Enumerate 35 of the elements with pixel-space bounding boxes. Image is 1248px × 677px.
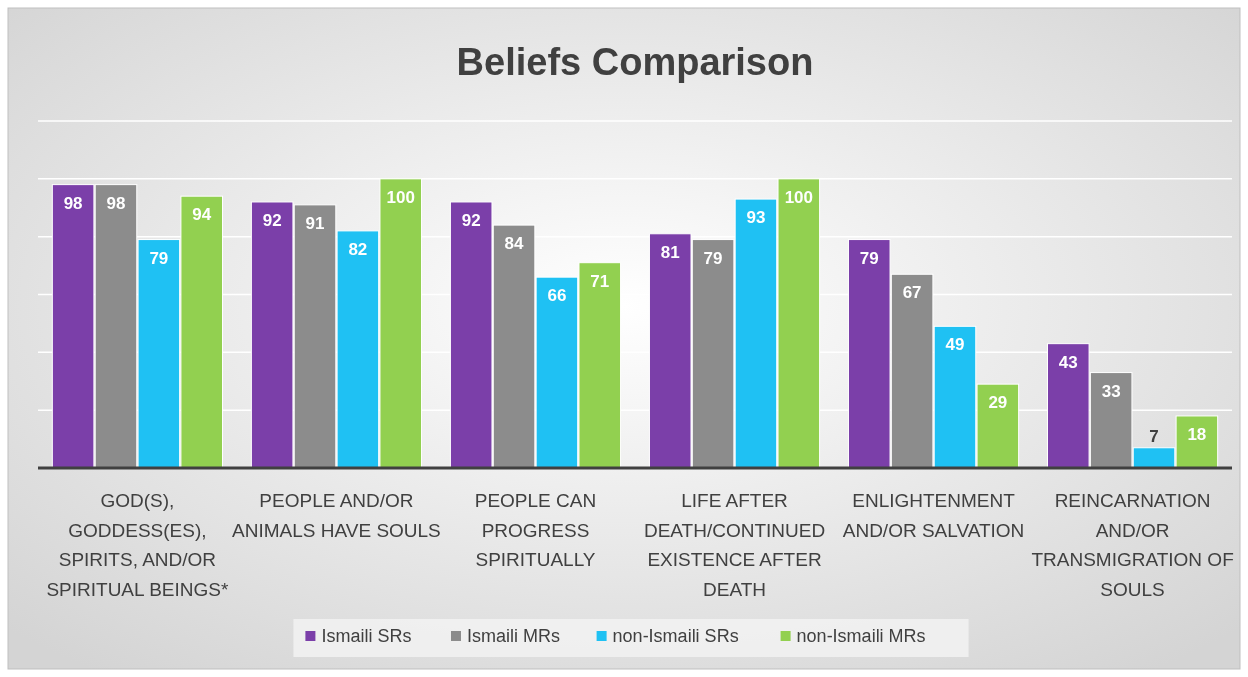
- x-tick-label: LIFE AFTER DEATH/CONTINUED EXISTENCE AFTER DEATH: [643, 490, 826, 600]
- data-label: 92: [262, 210, 282, 230]
- x-tick-label: PEOPLE CAN PROGRESS SPIRITUALLY: [474, 490, 597, 570]
- data-label: 81: [660, 242, 680, 262]
- data-label: 79: [703, 248, 723, 268]
- data-label: 93: [746, 208, 766, 228]
- data-label: 43: [1058, 352, 1078, 372]
- x-tick-label: PEOPLE AND/OR ANIMALS HAVE SOULS: [232, 490, 441, 541]
- data-label: 18: [1187, 424, 1207, 444]
- data-label: 100: [386, 187, 415, 207]
- data-label: 82: [348, 239, 368, 259]
- data-label: 79: [859, 248, 879, 268]
- legend-label: non-Ismaili MRs: [796, 626, 926, 646]
- data-label: 66: [547, 286, 567, 306]
- data-label: 71: [590, 271, 610, 291]
- data-label: 67: [902, 283, 922, 303]
- legend-label: non-Ismaili SRs: [612, 626, 739, 646]
- data-label: 79: [149, 248, 169, 268]
- data-label: 33: [1101, 381, 1121, 401]
- data-label: 29: [988, 393, 1008, 413]
- data-label: 91: [305, 213, 325, 233]
- legend-label: Ismaili MRs: [467, 626, 560, 646]
- x-tick-label: REINCARNATION AND/OR TRANSMIGRATION OF SOULS: [1031, 490, 1234, 600]
- data-label: 92: [461, 210, 481, 230]
- data-label: 7: [1149, 426, 1159, 446]
- data-label: 98: [63, 193, 83, 213]
- data-label: 94: [192, 205, 212, 225]
- text: Ismaili SRs: [321, 626, 412, 646]
- chart-title: Beliefs Comparison: [456, 41, 814, 83]
- data-label: 84: [504, 234, 525, 254]
- x-tick-label: ENLIGHTENMENT AND/OR SALVATION: [842, 490, 1025, 541]
- data-label: 49: [945, 335, 965, 355]
- data-label: 100: [784, 187, 813, 207]
- x-tick-label: GOD(S), GODDESS(ES), SPIRITS, AND/OR SPIRITUAL BEINGS*: [46, 490, 229, 600]
- data-label: 98: [106, 193, 126, 213]
